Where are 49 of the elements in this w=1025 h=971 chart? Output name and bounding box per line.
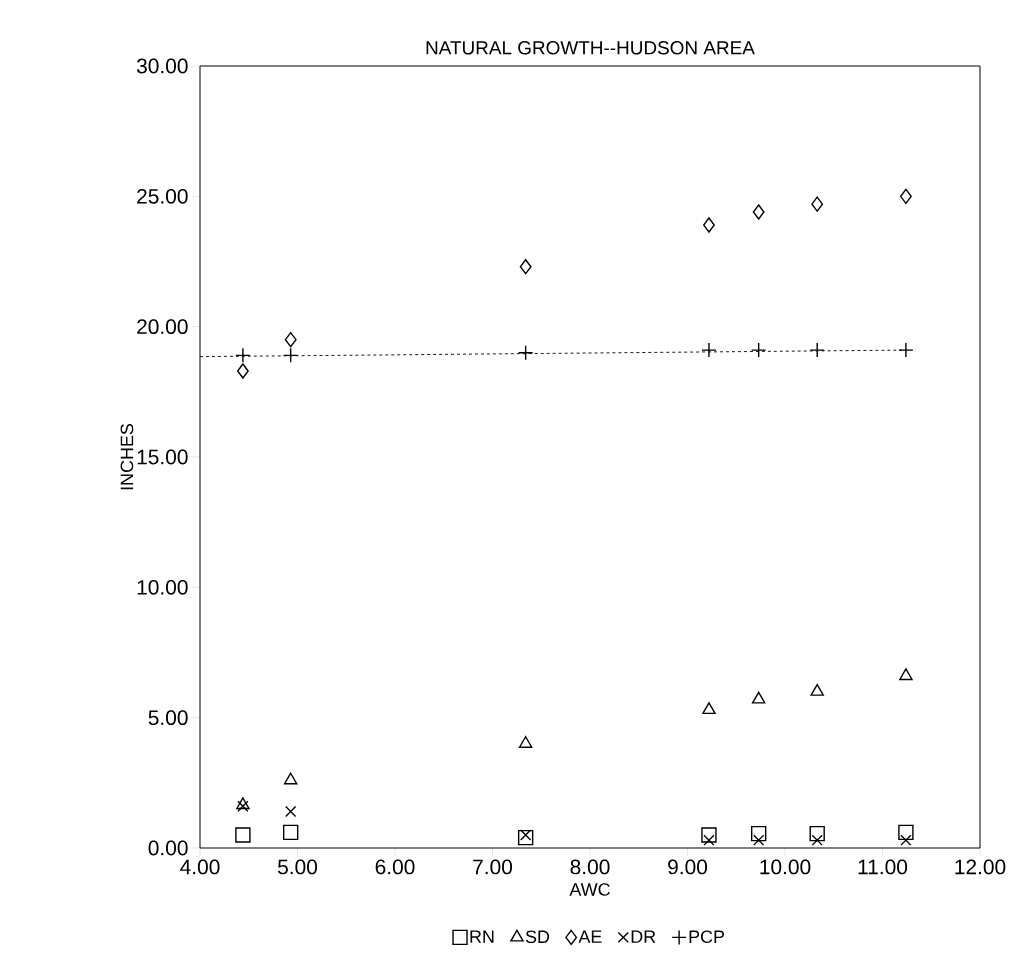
point (703, 217, 715, 233)
point (811, 196, 824, 212)
x-tick-label: 12.00 (955, 859, 1006, 875)
point (899, 668, 913, 681)
point (517, 829, 534, 846)
legend-label: DR (631, 930, 656, 943)
point (235, 827, 251, 843)
point (751, 691, 766, 704)
point (520, 829, 532, 841)
point (702, 702, 716, 715)
point (752, 204, 765, 220)
point (750, 825, 767, 842)
point (900, 834, 912, 846)
point (519, 259, 532, 275)
point (810, 683, 824, 696)
y-tick-label: 25.00 (137, 188, 188, 204)
y-tick-label: 15.00 (137, 449, 188, 465)
x-tick-label: 5.00 (277, 859, 318, 875)
y-axis-title: INCHES (120, 423, 134, 490)
point (283, 772, 298, 785)
point (899, 188, 912, 205)
point (284, 332, 297, 348)
point (898, 824, 914, 841)
point (701, 827, 717, 843)
point (518, 736, 533, 748)
point (809, 825, 825, 842)
x-tick-label: 9.00 (668, 859, 708, 875)
point (703, 834, 715, 846)
y-tick-label: 0.00 (148, 840, 188, 856)
x-tick-label: 11.00 (858, 859, 908, 875)
y-tick-label: 5.00 (148, 710, 188, 726)
x-tick-label: 7.00 (473, 859, 513, 875)
point (811, 834, 823, 846)
chart-title: NATURAL GROWTH--HUDSON AREA (426, 41, 755, 55)
x-axis-title: AWC (569, 883, 610, 896)
x-tick-label: 4.00 (180, 859, 220, 875)
x-tick-label: 10.00 (760, 859, 811, 875)
legend-label: AE (578, 930, 602, 943)
x-tick-label: 8.00 (570, 859, 610, 875)
legend-label: RN (470, 930, 494, 943)
legend-label: PCP (689, 930, 725, 944)
point (282, 824, 299, 841)
y-tick-label: 20.00 (137, 319, 188, 335)
legend-label: SD (525, 930, 550, 944)
y-tick-label: 10.00 (137, 579, 188, 595)
point (753, 834, 765, 846)
point (285, 805, 297, 818)
y-tick-label: 30.00 (136, 58, 188, 74)
x-tick-label: 6.00 (375, 859, 415, 875)
